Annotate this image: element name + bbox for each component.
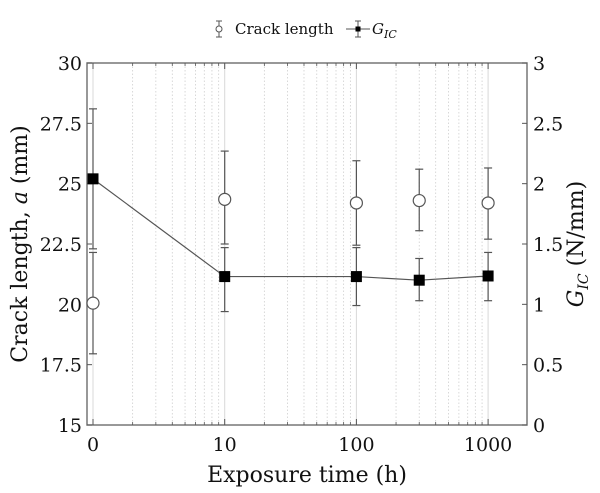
series-g-ic [89,108,493,313]
y-left-tick-label: 25 [58,174,82,196]
legend-gic-marker-icon [346,20,370,38]
circle-marker-icon [218,192,232,206]
circle-marker-icon [349,196,363,210]
x-tick-label: 10 [213,434,237,456]
square-marker-icon [482,270,494,282]
circle-marker-icon [86,296,100,310]
y-left-axis-title: Crack length, a (mm) [8,125,33,362]
y-left-tick-labels: 15 17.5 20 22.5 25 27.5 30 [40,53,82,437]
y-right-axis-title: GIC (N/mm) [564,181,592,307]
x-tick-label: 100 [338,434,374,456]
vertical-grid [92,63,489,425]
x-tick-label: 1000 [464,434,512,456]
y-right-tick-label: 1 [533,294,545,316]
square-marker-icon [87,173,99,185]
axis-ticks [87,62,527,426]
circle-marker-icon [412,193,426,208]
y-right-tick-label: 2 [533,174,545,196]
series-crack-length [89,150,493,355]
y-left-tick-label: 30 [58,53,82,75]
y-left-tick-label: 27.5 [40,113,82,135]
series-line [92,178,489,281]
x-tick-label: 0 [87,434,99,456]
y-right-tick-labels: 0 0.5 1 1.5 2 2.5 3 [533,53,563,437]
circle-marker-icon [481,196,495,210]
x-tick-labels: 0 10 100 1000 [87,434,512,456]
y-right-tick-label: 3 [533,53,545,75]
square-marker-icon [219,271,231,283]
data-series [86,108,495,355]
y-left-tick-label: 17.5 [40,355,82,377]
y-right-tick-label: 0.5 [533,355,563,377]
square-marker-icon [413,274,425,286]
y-right-tick-label: 1.5 [533,234,563,256]
y-right-tick-label: 2.5 [533,113,563,135]
y-left-tick-label: 20 [58,294,82,316]
y-left-tick-label: 15 [58,415,82,437]
legend-crack-marker-icon [215,20,223,38]
plot-frame [86,62,528,426]
legend-gic-label: GIC [372,20,397,41]
legend-crack-label: Crack length [235,20,334,38]
square-marker-icon [350,271,362,283]
legend: Crack length GIC [215,20,397,41]
x-axis-title: Exposure time (h) [207,463,407,488]
y-right-tick-label: 0 [533,415,545,437]
y-left-tick-label: 22.5 [40,234,82,256]
